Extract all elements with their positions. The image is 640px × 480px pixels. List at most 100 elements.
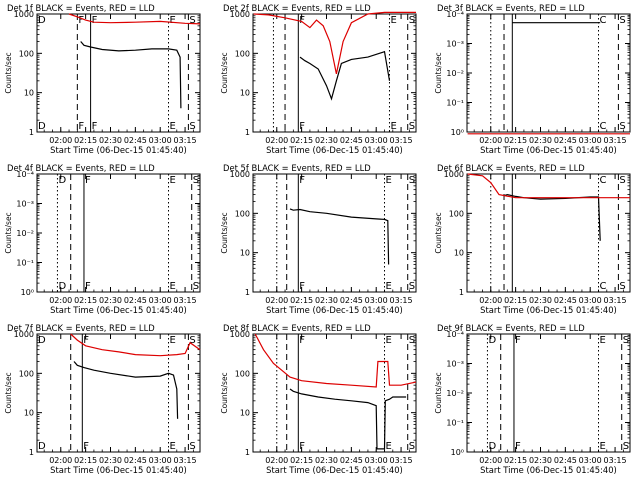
y-tick-label: 1000: [444, 170, 464, 179]
panel-title: Det 6f BLACK = Events, RED = LLD: [437, 163, 585, 173]
marker-label-bottom: S: [619, 281, 625, 292]
y-tick-label: 1: [245, 288, 250, 297]
x-tick-label: 03:15: [174, 296, 197, 305]
panel-det-2: Det 2f BLACK = Events, RED = LLD 1 10 100 10…: [220, 3, 417, 155]
panel-det-9: Det 9f BLACK = Events, RED = LLD 10⁰ 10⁻¹ 1…: [434, 323, 631, 475]
x-tick-label: 03:00: [579, 296, 602, 305]
x-tick-label: 02:15: [74, 456, 97, 465]
panel-title: Det 7f BLACK = Events, RED = LLD: [7, 323, 155, 333]
x-tick-label: 02:15: [504, 456, 527, 465]
panel-det-1: Det 1f BLACK = Events, RED = LLD 1 10 100 10…: [4, 3, 201, 155]
panel-title: Det 4f BLACK = Events, RED = LLD: [7, 163, 155, 173]
y-tick-label: 10⁻³: [16, 200, 34, 209]
marker-label-bottom: F: [299, 441, 305, 452]
x-tick-label: 03:15: [174, 136, 197, 145]
y-tick-label: 1000: [14, 330, 34, 339]
marker-label-bottom: S: [409, 281, 415, 292]
marker-label: E: [170, 335, 176, 346]
marker-label-bottom: E: [170, 121, 176, 132]
y-tick-label: 10: [240, 409, 250, 418]
panel-title: Det 5f BLACK = Events, RED = LLD: [223, 163, 371, 173]
y-tick-label: 10: [240, 249, 250, 258]
marker-label: F: [299, 175, 305, 186]
x-tick-label: 03:15: [390, 296, 413, 305]
x-axis-label: Start Time (06-Dec-15 01:45:40): [50, 145, 187, 155]
axes-frame: [466, 333, 631, 453]
x-axis-label: Start Time (06-Dec-15 01:45:40): [480, 305, 617, 315]
x-tick-label: 03:00: [579, 136, 602, 145]
x-tick-label: 03:15: [174, 456, 197, 465]
marker-label: E: [386, 175, 392, 186]
x-axis-label: Start Time (06-Dec-15 01:45:40): [480, 145, 617, 155]
x-axis-label: Start Time (06-Dec-15 01:45:40): [50, 305, 187, 315]
y-tick-label: 10: [24, 89, 34, 98]
y-tick-label: 10⁻⁴: [16, 170, 34, 179]
x-tick-label: 03:00: [365, 136, 388, 145]
axes-frame: [252, 13, 417, 133]
x-tick-label: 02:30: [529, 456, 552, 465]
marker-label-bottom: C: [600, 281, 607, 292]
marker-label-bottom: F: [92, 121, 98, 132]
x-tick-label: 02:15: [290, 456, 313, 465]
series-line-events: [73, 361, 179, 419]
y-tick-label: 1: [29, 448, 34, 457]
marker-label: E: [170, 175, 176, 186]
y-tick-label: 1: [245, 128, 250, 137]
y-tick-label: 100: [235, 369, 250, 378]
panel-det-7: Det 7f BLACK = Events, RED = LLD 1 10 100 10…: [4, 323, 201, 475]
x-tick-label: 02:30: [99, 296, 122, 305]
x-tick-label: 02:15: [504, 136, 527, 145]
marker-label: F: [299, 335, 305, 346]
x-tick-label: 02:00: [265, 456, 288, 465]
y-tick-label: 10⁻²: [446, 389, 464, 398]
y-axis-label: Counts/sec: [434, 212, 443, 253]
x-tick-label: 02:15: [74, 296, 97, 305]
x-axis-label: Start Time (06-Dec-15 01:45:40): [266, 145, 403, 155]
x-tick-label: 03:15: [604, 296, 627, 305]
axes-frame: [466, 13, 631, 133]
x-tick-label: 02:30: [315, 136, 338, 145]
x-tick-label: 02:00: [265, 296, 288, 305]
x-tick-label: 03:15: [604, 136, 627, 145]
marker-label: S: [619, 15, 625, 26]
marker-label-bottom: S: [189, 441, 195, 452]
x-tick-label: 03:00: [149, 136, 172, 145]
marker-label-bottom: F: [299, 121, 305, 132]
marker-label: E: [170, 15, 176, 26]
marker-label-bottom: F: [83, 441, 89, 452]
x-tick-label: 02:45: [340, 456, 363, 465]
y-tick-label: 1: [29, 128, 34, 137]
y-axis-label: Counts/sec: [4, 52, 13, 93]
series-line-lld: [70, 333, 201, 357]
series-line-lld: [253, 11, 416, 75]
y-tick-label: 1: [245, 448, 250, 457]
axes-frame: [36, 173, 201, 293]
panel-det-5: Det 5f BLACK = Events, RED = LLD 1 10 100 10…: [220, 163, 417, 315]
marker-label: S: [409, 15, 415, 26]
marker-label-bottom: E: [386, 281, 392, 292]
marker-label-bottom: D: [58, 281, 66, 292]
marker-label-bottom: C: [600, 121, 607, 132]
y-tick-label: 10⁻¹: [16, 259, 34, 268]
series-line-lld: [68, 13, 201, 25]
marker-label: S: [619, 175, 625, 186]
y-tick-label: 100: [449, 209, 464, 218]
x-tick-label: 02:00: [479, 296, 502, 305]
panel-det-6: Det 6f BLACK = Events, RED = LLD 1 10 100 10…: [434, 163, 631, 315]
panel-title: Det 8f BLACK = Events, RED = LLD: [223, 323, 371, 333]
x-tick-label: 02:30: [529, 296, 552, 305]
y-tick-label: 10⁻³: [446, 40, 464, 49]
x-tick-label: 03:00: [579, 456, 602, 465]
x-axis-label: Start Time (06-Dec-15 01:45:40): [50, 465, 187, 475]
y-tick-label: 10⁰: [451, 448, 464, 457]
panel-title: Det 3f BLACK = Events, RED = LLD: [437, 3, 585, 13]
marker-label: D: [58, 175, 66, 186]
x-tick-label: 02:45: [554, 296, 577, 305]
marker-label-bottom: E: [386, 441, 392, 452]
axes-frame: [466, 173, 631, 293]
axes-frame: [252, 333, 417, 453]
marker-label-bottom: F: [85, 281, 91, 292]
x-tick-label: 03:00: [365, 296, 388, 305]
marker-label-bottom: E: [170, 281, 176, 292]
